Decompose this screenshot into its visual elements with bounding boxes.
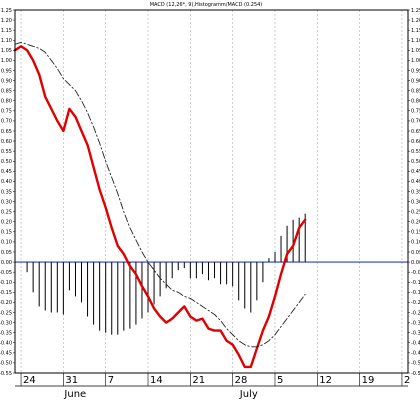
- y-tick-label-right: 0.15: [411, 230, 420, 236]
- y-tick-label: 0.05: [1, 250, 12, 256]
- y-tick-label-right: 0.85: [411, 88, 420, 94]
- x-tick-label: 28: [235, 375, 248, 386]
- y-tick-label-right: 1.20: [411, 18, 420, 24]
- y-tick-label: -0.50: [0, 361, 12, 367]
- signal-line: [14, 41, 306, 348]
- series-lines: [13, 41, 307, 369]
- y-tick-label: -0.15: [0, 290, 12, 296]
- y-tick-label: 0.25: [1, 209, 12, 215]
- y-tick-label: 0.65: [1, 129, 12, 135]
- y-tick-label-right: -0.10: [411, 280, 420, 286]
- x-axis: 24 31 7 14 21 28 5 12 19 2 June July: [15, 373, 410, 400]
- y-tick-label: -0.45: [0, 351, 12, 357]
- y-tick-label: -0.40: [0, 341, 12, 347]
- y-tick-label-right: -0.15: [411, 290, 420, 296]
- y-tick-label-right: 0.10: [411, 240, 420, 246]
- y-tick-label-right: 1.25: [411, 8, 420, 14]
- y-tick-label-right: 1.10: [411, 38, 420, 44]
- y-axis-right: 1.25 1.20 1.15 1.10 1.05 1.00 0.95 0.90 0.85 0.80…: [408, 8, 420, 377]
- y-tick-label: 0.80: [1, 99, 12, 105]
- y-tick-label: -0.10: [0, 280, 12, 286]
- x-tick-label: 31: [65, 375, 78, 386]
- macd-line: [13, 45, 307, 369]
- y-tick-label: 0.00: [1, 260, 12, 266]
- y-tick-label-right: 0.55: [411, 149, 420, 155]
- y-tick-label-right: 0.40: [411, 179, 420, 185]
- y-tick-label: 1.15: [1, 28, 12, 34]
- y-tick-label: 1.10: [1, 38, 12, 44]
- month-label: June: [63, 389, 86, 400]
- x-tick-label: 24: [23, 375, 36, 386]
- y-tick-label-right: 0.05: [411, 250, 420, 256]
- y-tick-label: 1.25: [1, 8, 12, 14]
- y-tick-label-right: -0.05: [411, 270, 420, 276]
- y-tick-label-right: 0.00: [411, 260, 420, 266]
- y-tick-label: 0.40: [1, 179, 12, 185]
- y-tick-label-right: 0.75: [411, 109, 420, 115]
- x-tick-label: 5: [277, 375, 283, 386]
- y-tick-label: 0.70: [1, 119, 12, 125]
- y-tick-label-right: -0.30: [411, 320, 420, 326]
- y-tick-label-right: -0.40: [411, 341, 420, 347]
- plot-frame: [14, 9, 409, 374]
- y-tick-label-right: 1.15: [411, 28, 420, 34]
- y-tick-label-right: 0.45: [411, 169, 420, 175]
- y-tick-label-right: -0.20: [411, 300, 420, 306]
- y-tick-label-right: 1.05: [411, 48, 420, 54]
- y-tick-label: 0.85: [1, 88, 12, 94]
- y-tick-label: -0.25: [0, 310, 12, 316]
- y-tick-label: 0.60: [1, 139, 12, 145]
- y-tick-label-right: -0.25: [411, 310, 420, 316]
- x-tick-label: 2: [404, 375, 410, 386]
- y-tick-label: 0.90: [1, 78, 12, 84]
- y-tick-label: 0.50: [1, 159, 12, 165]
- y-tick-label-right: 0.35: [411, 189, 420, 195]
- y-tick-label-right: -0.55: [411, 371, 420, 377]
- y-tick-label-right: -0.45: [411, 351, 420, 357]
- x-tick-label: 7: [108, 375, 114, 386]
- y-tick-label-right: 0.95: [411, 68, 420, 74]
- y-tick-label-right: 0.65: [411, 129, 420, 135]
- y-axis-left: 1.25 1.20 1.15 1.10 1.05 1.00 0.95 0.90 0.85 0.80…: [0, 8, 15, 377]
- y-tick-label-right: 0.80: [411, 99, 420, 105]
- month-label: July: [239, 389, 258, 400]
- y-tick-label: 0.10: [1, 240, 12, 246]
- y-tick-label: 0.30: [1, 199, 12, 205]
- y-tick-label: -0.35: [0, 330, 12, 336]
- y-tick-label-right: -0.35: [411, 330, 420, 336]
- plot-border: [14, 9, 409, 374]
- y-tick-label: 1.05: [1, 48, 12, 54]
- grid-lines: [20, 10, 403, 373]
- y-tick-label-right: 0.70: [411, 119, 420, 125]
- x-tick-label: 12: [319, 375, 332, 386]
- y-tick-label: 0.55: [1, 149, 12, 155]
- y-tick-label-right: 0.20: [411, 220, 420, 226]
- y-tick-label-right: 0.90: [411, 78, 420, 84]
- y-tick-label: 1.20: [1, 18, 12, 24]
- y-tick-label: 0.75: [1, 109, 12, 115]
- chart-title: MACD (12,26*, 9),Histogramm/MACD (0.254): [150, 2, 263, 8]
- y-tick-label: 0.15: [1, 230, 12, 236]
- histogram-bars: [26, 213, 306, 335]
- y-tick-label: 0.95: [1, 68, 12, 74]
- y-tick-label-right: 0.30: [411, 199, 420, 205]
- y-tick-label: -0.55: [0, 371, 12, 377]
- x-tick-label: 14: [150, 375, 163, 386]
- x-tick-label: 21: [192, 375, 205, 386]
- y-tick-label: 0.45: [1, 169, 12, 175]
- y-tick-label-right: -0.50: [411, 361, 420, 367]
- y-tick-label: -0.30: [0, 320, 12, 326]
- y-tick-label-right: 1.00: [411, 58, 420, 64]
- x-tick-label: 19: [362, 375, 375, 386]
- y-tick-label: -0.05: [0, 270, 12, 276]
- y-tick-label: -0.20: [0, 300, 12, 306]
- y-tick-label: 0.35: [1, 189, 12, 195]
- y-tick-label-right: 0.50: [411, 159, 420, 165]
- y-tick-label: 0.20: [1, 220, 12, 226]
- y-tick-label-right: 0.60: [411, 139, 420, 145]
- y-tick-label: 1.00: [1, 58, 12, 64]
- y-tick-label-right: 0.25: [411, 209, 420, 215]
